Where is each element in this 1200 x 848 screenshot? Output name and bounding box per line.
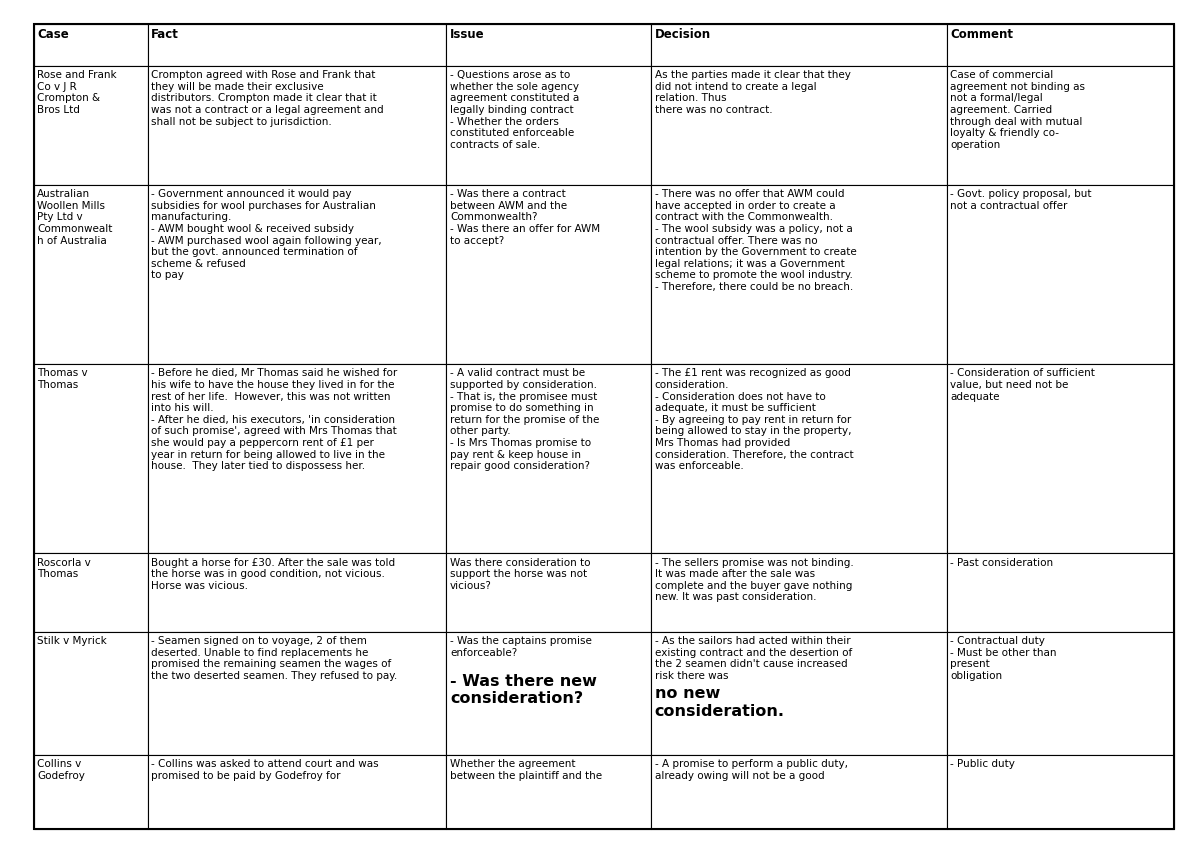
- Bar: [34, 24, 148, 66]
- Bar: [446, 364, 652, 554]
- Bar: [34, 66, 148, 185]
- Bar: [947, 632, 1174, 755]
- Bar: [34, 185, 148, 364]
- Text: - Questions arose as to
whether the sole agency
agreement constituted a
legally : - Questions arose as to whether the sole…: [450, 70, 580, 150]
- Text: - A promise to perform a public duty,
already owing will not be a good: - A promise to perform a public duty, al…: [655, 759, 847, 781]
- Bar: [34, 554, 148, 632]
- Text: Stilk v Myrick: Stilk v Myrick: [37, 636, 107, 646]
- Text: - Govt. policy proposal, but
not a contractual offer: - Govt. policy proposal, but not a contr…: [950, 189, 1092, 210]
- Bar: [148, 755, 446, 829]
- Bar: [947, 554, 1174, 632]
- Text: - A valid contract must be
supported by consideration.
- That is, the promisee m: - A valid contract must be supported by …: [450, 368, 600, 471]
- Text: - The sellers promise was not binding.
It was made after the sale was
complete a: - The sellers promise was not binding. I…: [655, 558, 853, 602]
- Text: no new
consideration.: no new consideration.: [655, 686, 785, 718]
- Text: - Contractual duty
- Must be other than
present
obligation: - Contractual duty - Must be other than …: [950, 636, 1057, 681]
- Bar: [947, 755, 1174, 829]
- Bar: [947, 24, 1174, 66]
- Bar: [652, 364, 947, 554]
- Bar: [34, 755, 148, 829]
- Bar: [148, 66, 446, 185]
- Bar: [446, 632, 652, 755]
- Text: - Past consideration: - Past consideration: [950, 558, 1054, 567]
- Text: Roscorla v
Thomas: Roscorla v Thomas: [37, 558, 91, 579]
- Text: - There was no offer that AWM could
have accepted in order to create a
contract : - There was no offer that AWM could have…: [655, 189, 857, 292]
- Text: - Was there a contract
between AWM and the
Commonwealth?
- Was there an offer fo: - Was there a contract between AWM and t…: [450, 189, 600, 246]
- Text: - The £1 rent was recognized as good
consideration.
- Consideration does not hav: - The £1 rent was recognized as good con…: [655, 368, 853, 471]
- Text: - Before he died, Mr Thomas said he wished for
his wife to have the house they l: - Before he died, Mr Thomas said he wish…: [151, 368, 397, 471]
- Bar: [652, 755, 947, 829]
- Bar: [446, 554, 652, 632]
- Text: Crompton agreed with Rose and Frank that
they will be made their exclusive
distr: Crompton agreed with Rose and Frank that…: [151, 70, 384, 126]
- Bar: [947, 364, 1174, 554]
- Bar: [446, 755, 652, 829]
- Text: Whether the agreement
between the plaintiff and the: Whether the agreement between the plaint…: [450, 759, 602, 781]
- Bar: [947, 66, 1174, 185]
- Text: - Seamen signed on to voyage, 2 of them
deserted. Unable to find replacements he: - Seamen signed on to voyage, 2 of them …: [151, 636, 397, 681]
- Text: - Consideration of sufficient
value, but need not be
adequate: - Consideration of sufficient value, but…: [950, 368, 1096, 402]
- Text: - Government announced it would pay
subsidies for wool purchases for Australian
: - Government announced it would pay subs…: [151, 189, 382, 281]
- Bar: [148, 24, 446, 66]
- Text: Rose and Frank
Co v J R
Crompton &
Bros Ltd: Rose and Frank Co v J R Crompton & Bros …: [37, 70, 116, 115]
- Text: - Public duty: - Public duty: [950, 759, 1015, 769]
- Bar: [652, 554, 947, 632]
- Text: Was there consideration to
support the horse was not
vicious?: Was there consideration to support the h…: [450, 558, 590, 591]
- Text: - Was there new
consideration?: - Was there new consideration?: [450, 673, 596, 706]
- Text: - Was the captains promise
enforceable?: - Was the captains promise enforceable?: [450, 636, 592, 669]
- Text: - As the sailors had acted within their
existing contract and the desertion of
t: - As the sailors had acted within their …: [655, 636, 852, 681]
- Text: Australian
Woollen Mills
Pty Ltd v
Commonwealt
h of Australia: Australian Woollen Mills Pty Ltd v Commo…: [37, 189, 113, 246]
- Text: Fact: Fact: [151, 28, 179, 41]
- Bar: [148, 554, 446, 632]
- Text: Bought a horse for £30. After the sale was told
the horse was in good condition,: Bought a horse for £30. After the sale w…: [151, 558, 395, 591]
- Text: Comment: Comment: [950, 28, 1013, 41]
- Bar: [148, 632, 446, 755]
- Text: Case: Case: [37, 28, 68, 41]
- Bar: [34, 364, 148, 554]
- Text: - Collins was asked to attend court and was
promised to be paid by Godefroy for: - Collins was asked to attend court and …: [151, 759, 379, 781]
- Bar: [34, 632, 148, 755]
- Text: Collins v
Godefroy: Collins v Godefroy: [37, 759, 85, 781]
- Bar: [446, 185, 652, 364]
- Text: Case of commercial
agreement not binding as
not a formal/legal
agreement. Carrie: Case of commercial agreement not binding…: [950, 70, 1085, 150]
- Text: Thomas v
Thomas: Thomas v Thomas: [37, 368, 88, 390]
- Bar: [652, 185, 947, 364]
- Text: Issue: Issue: [450, 28, 485, 41]
- Bar: [446, 24, 652, 66]
- Bar: [148, 364, 446, 554]
- Bar: [652, 24, 947, 66]
- Text: Decision: Decision: [655, 28, 710, 41]
- Bar: [446, 66, 652, 185]
- Bar: [148, 185, 446, 364]
- Bar: [652, 632, 947, 755]
- Bar: [947, 185, 1174, 364]
- Text: As the parties made it clear that they
did not intend to create a legal
relation: As the parties made it clear that they d…: [655, 70, 851, 115]
- Bar: [652, 66, 947, 185]
